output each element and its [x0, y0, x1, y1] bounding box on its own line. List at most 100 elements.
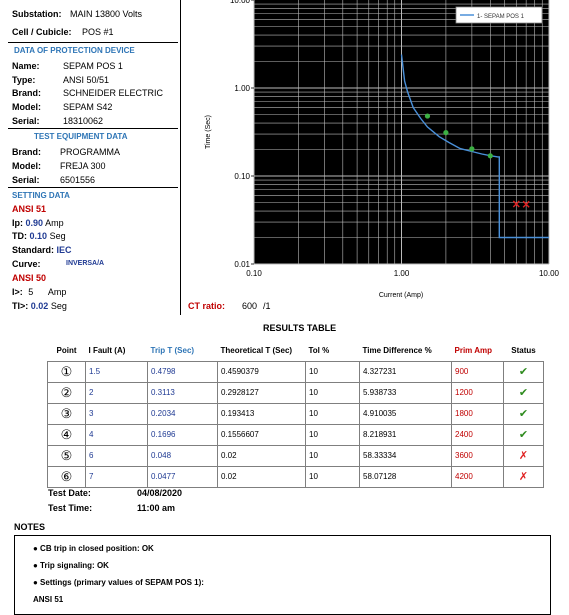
- x-axis-label: Current (Amp): [379, 292, 423, 299]
- equipment-serial-value: 6501556: [60, 175, 96, 185]
- protection-model-value: SEPAM S42: [63, 102, 113, 112]
- table-row: ① 1.5 0.4798 0.4590379 10 4.327231 900 ✔: [47, 360, 544, 383]
- x-tick-label: 10.00: [539, 269, 560, 278]
- header-tol: Tol %: [308, 345, 330, 355]
- ansi50-label: ANSI 50: [12, 273, 47, 283]
- equipment-model-label: Model:: [12, 161, 41, 171]
- note-item: ● CB trip in closed position: OK: [33, 544, 154, 553]
- note-item: ● Settings (primary values of SEPAM POS …: [33, 578, 204, 587]
- x-tick-label: 0.10: [246, 269, 262, 278]
- row-point: ①: [47, 360, 86, 383]
- row-ifault: 4: [85, 423, 148, 446]
- row-trip: 0.0477: [147, 465, 218, 488]
- ip-label: Ip:: [12, 218, 23, 228]
- row-point: ④: [47, 423, 86, 446]
- row-diff: 58.07128: [359, 465, 452, 488]
- row-tol: 10: [305, 360, 360, 383]
- y-axis-label: Time (Sec): [205, 115, 212, 149]
- protection-name-value: SEPAM POS 1: [63, 61, 123, 71]
- row-diff: 8.218931: [359, 423, 452, 446]
- results-title: RESULTS TABLE: [263, 323, 337, 333]
- protection-name-label: Name:: [12, 61, 40, 71]
- x-tick-label: 1.00: [394, 269, 410, 278]
- test-time-value: 11:00 am: [137, 503, 176, 513]
- td-unit: Seg: [49, 231, 66, 241]
- row-diff: 4.910035: [359, 402, 452, 425]
- series-line: [400, 54, 549, 239]
- row-status: ✔: [503, 360, 544, 383]
- td-label: TD:: [12, 231, 27, 241]
- row-status: ✗: [503, 465, 544, 488]
- table-row: ④ 4 0.1696 0.1556607 10 8.218931 2400 ✔: [47, 423, 544, 446]
- header-diff: Time Difference %: [362, 345, 432, 355]
- protection-model-label: Model:: [12, 102, 41, 112]
- ct-ratio-value: 600: [242, 301, 258, 311]
- test-date-value: 04/08/2020: [137, 488, 183, 498]
- ct-ratio-label: CT ratio:: [188, 301, 225, 311]
- i-value: 5: [28, 287, 34, 297]
- row-ifault: 6: [85, 444, 148, 467]
- row-tol: 10: [305, 402, 360, 425]
- row-point: ③: [47, 402, 86, 425]
- row-status: ✔: [503, 402, 544, 425]
- test-point-ok: [424, 113, 431, 119]
- row-prim: 2400: [451, 423, 504, 446]
- row-prim: 900: [451, 360, 504, 383]
- test-equipment-title: TEST EQUIPMENT DATA: [34, 132, 128, 141]
- substation-label: Substation:: [12, 9, 62, 19]
- protection-title: DATA OF PROTECTION DEVICE: [14, 46, 135, 55]
- ti-label: TI>:: [12, 301, 29, 311]
- row-diff: 5.938733: [359, 381, 452, 404]
- row-tol: 10: [305, 423, 360, 446]
- y-tick-label: 0.01: [234, 260, 250, 269]
- setting-title: SETTING DATA: [12, 191, 70, 200]
- divider: [8, 187, 178, 188]
- series-layer: [400, 54, 549, 239]
- row-trip: 0.1696: [147, 423, 218, 446]
- row-status: ✔: [503, 423, 544, 446]
- row-theoretical: 0.1556607: [217, 423, 306, 446]
- equipment-brand-value: PROGRAMMA: [60, 147, 121, 157]
- td-value: 0.10: [29, 231, 48, 241]
- notes-box: ● CB trip in closed position: OK ● Trip …: [14, 535, 551, 615]
- row-prim: 4200: [451, 465, 504, 488]
- y-tick-label: 1.00: [234, 84, 250, 93]
- ct-ratio-suffix: /1: [263, 301, 271, 311]
- row-tol: 10: [305, 444, 360, 467]
- ti-unit: Seg: [50, 301, 67, 311]
- y-tick-label: 0.10: [234, 172, 250, 181]
- row-ifault: 7: [85, 465, 148, 488]
- legend-box: [455, 6, 543, 24]
- protection-serial-value: 18310062: [63, 116, 104, 126]
- test-date-label: Test Date:: [48, 488, 91, 498]
- curve-value: INVERSA/A: [66, 260, 105, 267]
- test-points-layer: [424, 113, 530, 208]
- header-ifault: I Fault (A): [88, 345, 126, 355]
- ansi51-label: ANSI 51: [12, 204, 47, 214]
- cell-label: Cell / Cubicle:: [12, 27, 72, 37]
- legend-label: 1- SEPAM POS 1: [477, 14, 525, 20]
- protection-brand-label: Brand:: [12, 88, 41, 98]
- protection-serial-label: Serial:: [12, 116, 40, 126]
- row-prim: 1200: [451, 381, 504, 404]
- standard-label: Standard:: [12, 245, 55, 255]
- y-tick-label: 10.00: [230, 0, 251, 5]
- substation-value: MAIN 13800 Volts: [70, 9, 143, 19]
- row-trip: 0.048: [147, 444, 218, 467]
- grid-lines: [253, 0, 550, 265]
- protection-type-value: ANSI 50/51: [63, 75, 110, 85]
- test-time-label: Test Time:: [48, 503, 93, 513]
- note-item: ● Trip signaling: OK: [33, 561, 109, 570]
- row-prim: 1800: [451, 402, 504, 425]
- table-row: ② 2 0.3113 0.2928127 10 5.938733 1200 ✔: [47, 381, 544, 404]
- header-trip: Trip T (Sec): [150, 345, 195, 355]
- row-diff: 58.33334: [359, 444, 452, 467]
- row-point: ⑥: [47, 465, 86, 488]
- row-theoretical: 0.193413: [217, 402, 306, 425]
- i-unit: Amp: [47, 287, 67, 297]
- test-point-fail-stroke: [522, 200, 530, 208]
- row-theoretical: 0.2928127: [217, 381, 306, 404]
- row-trip: 0.3113: [147, 381, 218, 404]
